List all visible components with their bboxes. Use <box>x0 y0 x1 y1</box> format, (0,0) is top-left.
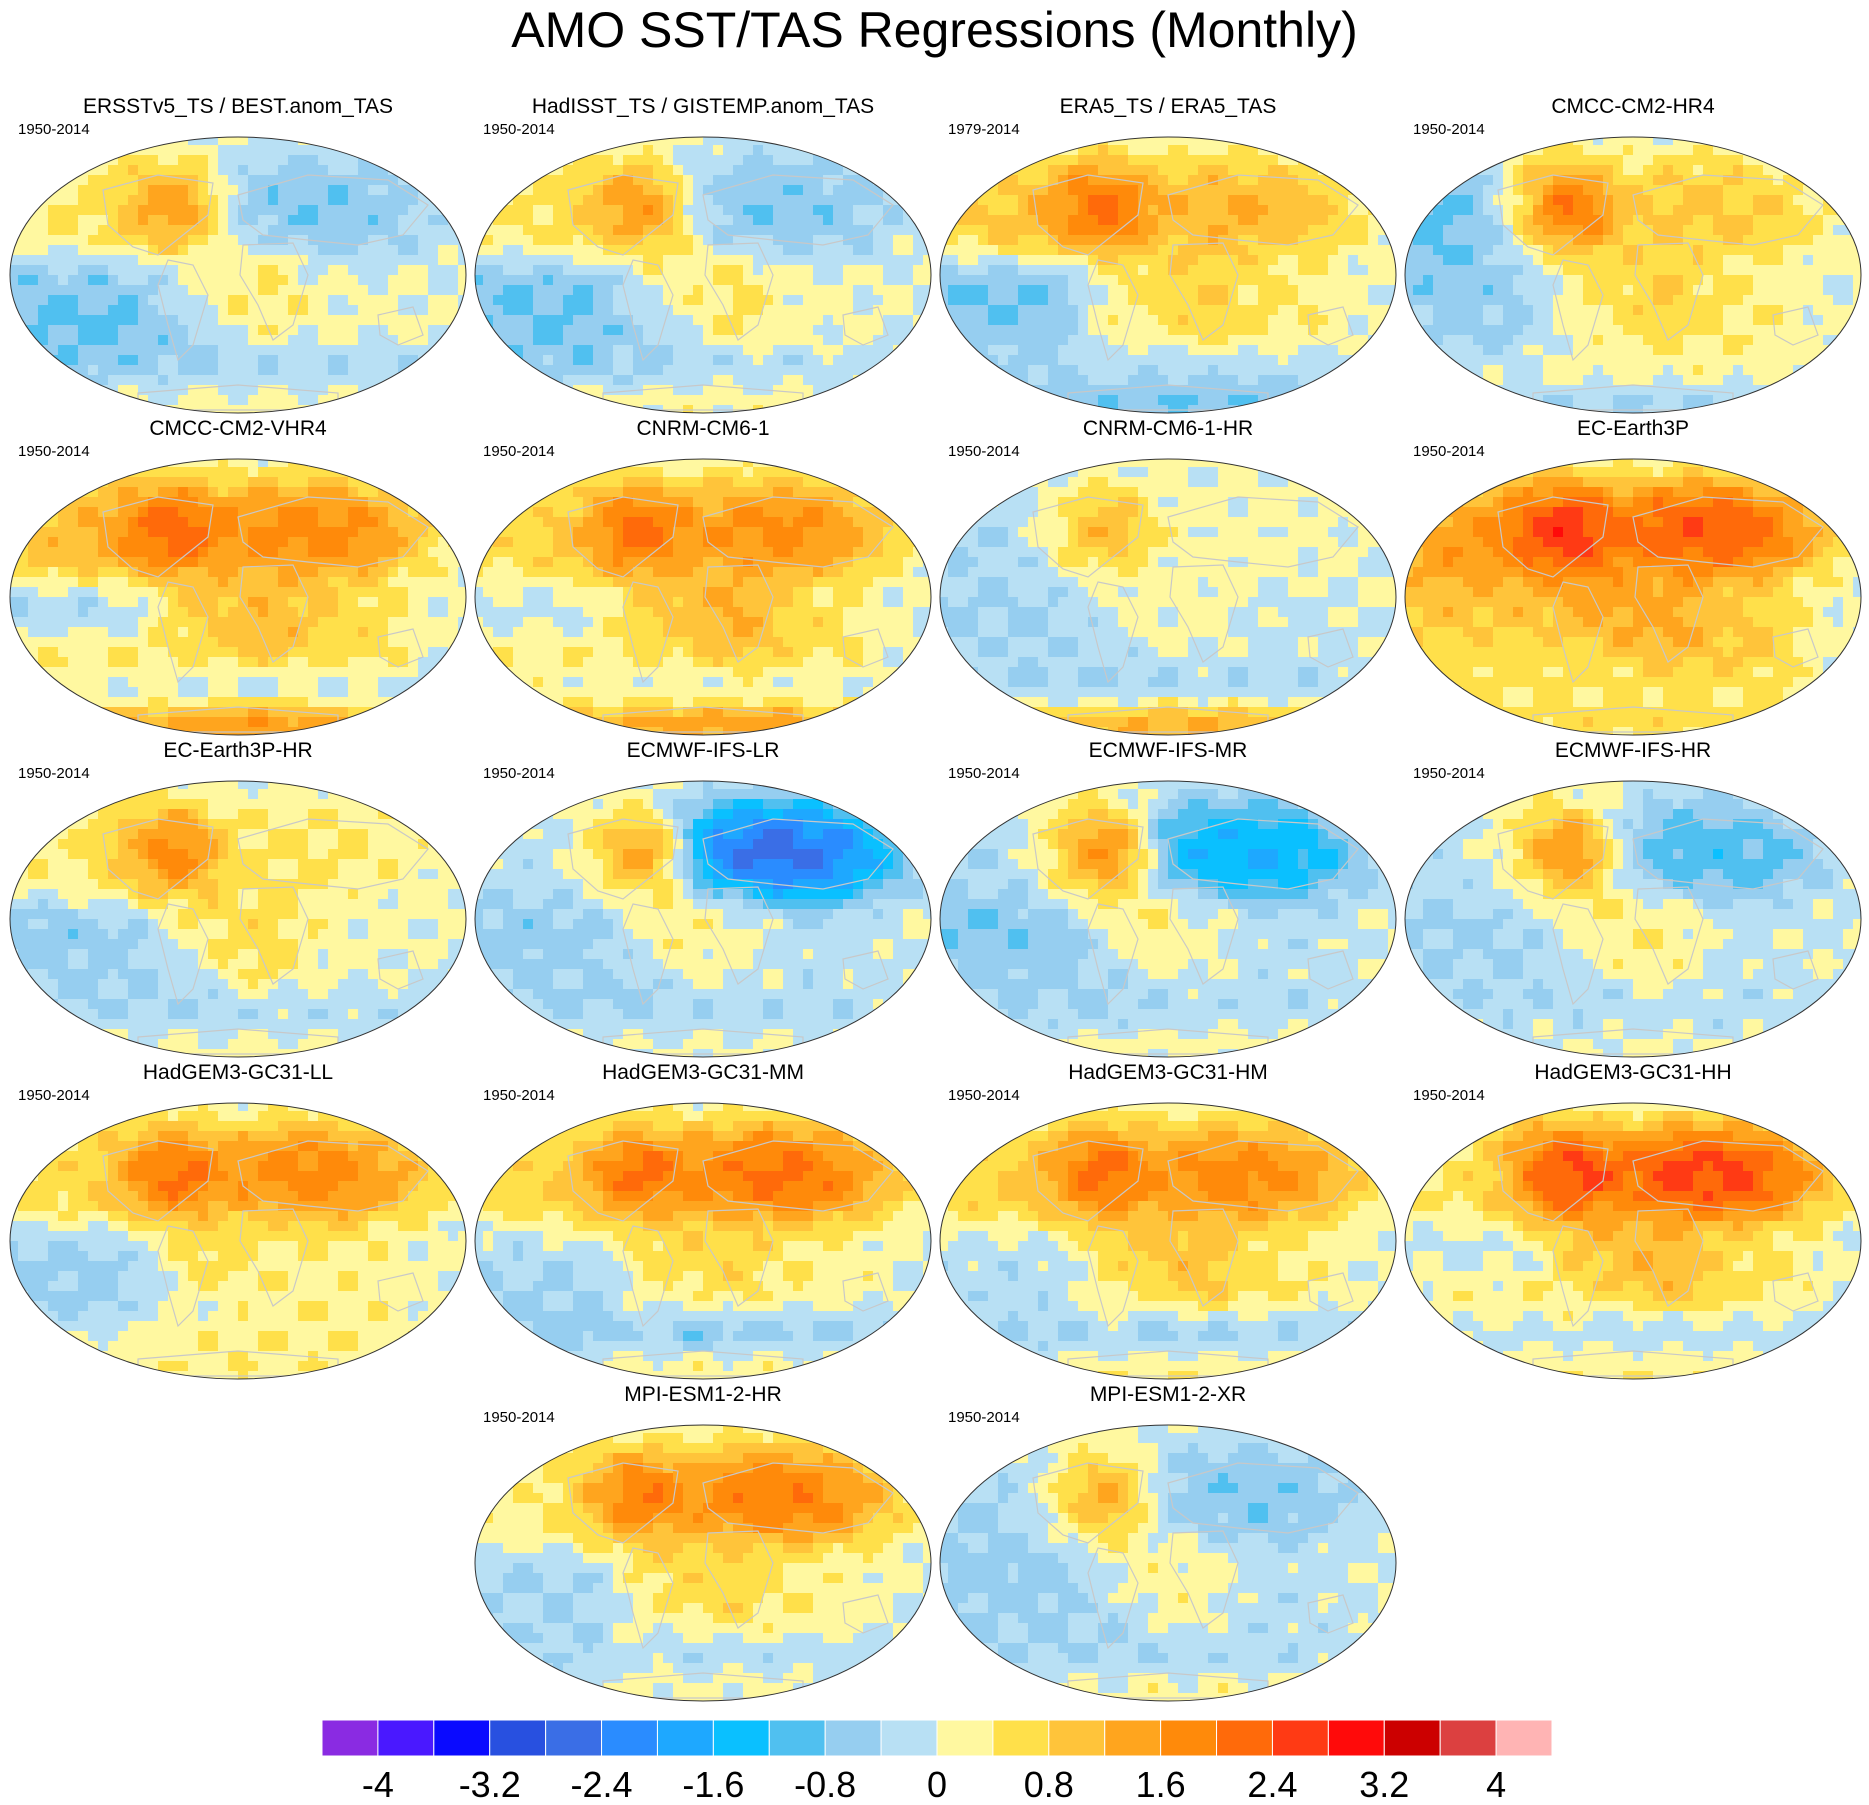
regression-map <box>1403 135 1863 415</box>
panel-title: CNRM-CM6-1 <box>473 417 933 441</box>
regression-map <box>8 779 468 1059</box>
colorbar-swatch <box>1496 1720 1552 1756</box>
regression-map <box>8 135 468 415</box>
panel-title: HadGEM3-GC31-LL <box>8 1061 468 1085</box>
colorbar-swatch <box>1440 1720 1496 1756</box>
colorbar-swatch <box>881 1720 937 1756</box>
colorbar-swatch <box>1328 1720 1384 1756</box>
panel-title: HadISST_TS / GISTEMP.anom_TAS <box>473 95 933 119</box>
regression-map <box>1403 779 1863 1059</box>
regression-map <box>938 1423 1398 1703</box>
regression-map <box>938 779 1398 1059</box>
regression-map <box>938 457 1398 737</box>
colorbar-swatch <box>1272 1720 1328 1756</box>
colorbar-tick-label: -0.8 <box>794 1765 856 1805</box>
colorbar-swatch <box>322 1720 378 1756</box>
panel-title: CNRM-CM6-1-HR <box>938 417 1398 441</box>
colorbar-tick-label: 0 <box>927 1765 947 1805</box>
colorbar <box>322 1720 1552 1760</box>
colorbar-tick-label: -3.2 <box>459 1765 521 1805</box>
colorbar-swatch <box>546 1720 602 1756</box>
panel-title: MPI-ESM1-2-XR <box>938 1383 1398 1407</box>
panel-title: ERA5_TS / ERA5_TAS <box>938 95 1398 119</box>
regression-map <box>473 779 933 1059</box>
panel-title: HadGEM3-GC31-HM <box>938 1061 1398 1085</box>
colorbar-swatch <box>602 1720 658 1756</box>
colorbar-swatch <box>1161 1720 1217 1756</box>
colorbar-swatch <box>713 1720 769 1756</box>
panel-title: ECMWF-IFS-HR <box>1403 739 1863 763</box>
colorbar-swatch <box>1217 1720 1273 1756</box>
panel-title: EC-Earth3P-HR <box>8 739 468 763</box>
panel-title: HadGEM3-GC31-HH <box>1403 1061 1863 1085</box>
colorbar-tick-label: 1.6 <box>1136 1765 1186 1805</box>
regression-map <box>473 135 933 415</box>
colorbar-swatch <box>937 1720 993 1756</box>
panel-title: ERSSTv5_TS / BEST.anom_TAS <box>8 95 468 119</box>
colorbar-tick-label: 3.2 <box>1359 1765 1409 1805</box>
panel-title: CMCC-CM2-VHR4 <box>8 417 468 441</box>
regression-map <box>473 1423 933 1703</box>
panel-title: EC-Earth3P <box>1403 417 1863 441</box>
colorbar-swatch <box>434 1720 490 1756</box>
regression-map <box>1403 457 1863 737</box>
regression-map <box>8 1101 468 1381</box>
colorbar-tick-label: 2.4 <box>1247 1765 1297 1805</box>
colorbar-swatch <box>769 1720 825 1756</box>
colorbar-swatch <box>378 1720 434 1756</box>
colorbar-tick-label: -2.4 <box>571 1765 633 1805</box>
panel-title: ECMWF-IFS-LR <box>473 739 933 763</box>
colorbar-tick-label: -4 <box>362 1765 394 1805</box>
panel-title: CMCC-CM2-HR4 <box>1403 95 1863 119</box>
colorbar-swatch <box>490 1720 546 1756</box>
panel-title: MPI-ESM1-2-HR <box>473 1383 933 1407</box>
panel-title: HadGEM3-GC31-MM <box>473 1061 933 1085</box>
colorbar-swatch <box>1049 1720 1105 1756</box>
regression-map <box>1403 1101 1863 1381</box>
colorbar-tick-label: 4 <box>1486 1765 1506 1805</box>
colorbar-swatch <box>657 1720 713 1756</box>
regression-map <box>8 457 468 737</box>
colorbar-tick-label: 0.8 <box>1024 1765 1074 1805</box>
colorbar-swatch <box>993 1720 1049 1756</box>
colorbar-swatch <box>1384 1720 1440 1756</box>
colorbar-swatch <box>825 1720 881 1756</box>
regression-map <box>938 135 1398 415</box>
regression-map <box>473 1101 933 1381</box>
regression-map <box>938 1101 1398 1381</box>
panel-title: ECMWF-IFS-MR <box>938 739 1398 763</box>
colorbar-swatch <box>1105 1720 1161 1756</box>
regression-map <box>473 457 933 737</box>
figure-title: AMO SST/TAS Regressions (Monthly) <box>0 0 1869 60</box>
colorbar-tick-label: -1.6 <box>682 1765 744 1805</box>
